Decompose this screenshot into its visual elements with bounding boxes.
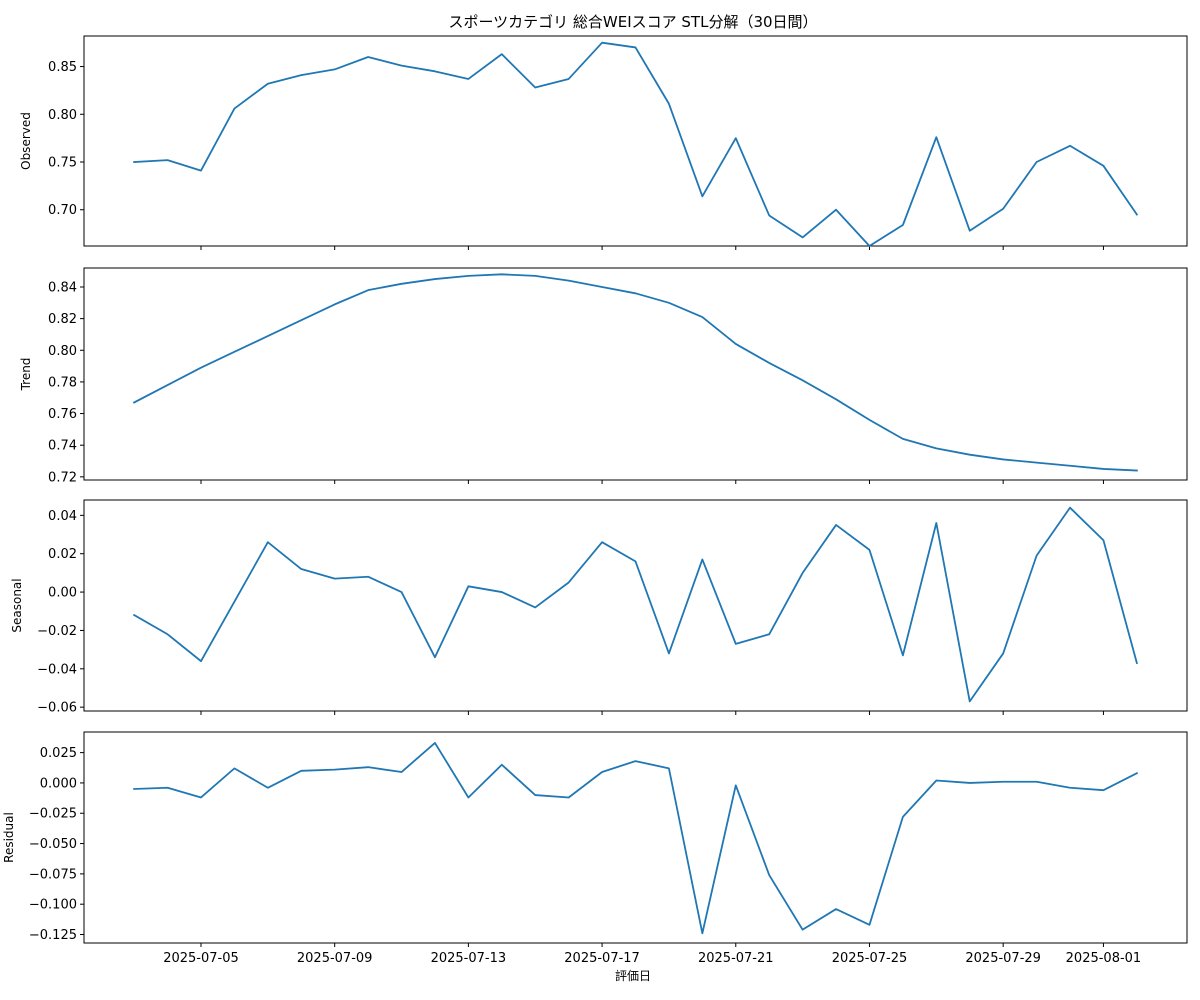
panel-residual: −0.125 −0.100 −0.075 −0.050 −0.025 0.000 0.025… [2,731,1188,966]
y-tick-label: 0.72 [48,470,77,485]
y-tick-label: −0.075 [29,867,77,882]
y-tick-label: 0.00 [48,586,77,601]
y-tick-label: 0.02 [48,547,77,562]
y-tick-label: 0.74 [48,439,77,454]
y-axis-label: Trend [19,358,33,392]
plot-frame [83,731,1188,944]
y-tick-label: 0.76 [48,407,77,422]
panel-trend: 0.72 0.74 0.76 0.78 0.80 0.82 0.84 Trend [19,267,1188,485]
y-tick-label: 0.82 [48,312,77,327]
y-tick-label: −0.050 [29,837,77,852]
y-tick-label: −0.025 [29,807,77,822]
y-tick-label: 0.04 [48,509,77,524]
x-tick-label: 2025-07-29 [965,951,1041,966]
y-tick-label: 0.025 [40,746,77,761]
panel-seasonal: −0.06 −0.04 −0.02 0.00 0.02 0.04 Seasonal [10,499,1188,716]
y-tick-label: −0.02 [37,624,77,639]
y-axis-label: Residual [2,812,16,863]
y-tick-label: 0.85 [48,60,77,75]
y-tick-label: 0.75 [48,156,77,171]
x-tick-label: 2025-08-01 [1066,951,1142,966]
y-tick-label: −0.100 [29,898,77,913]
y-tick-label: 0.80 [48,108,77,123]
y-axis-label: Observed [19,112,33,170]
y-tick-label: 0.80 [48,344,77,359]
x-tick-label: 2025-07-05 [163,951,239,966]
y-tick-label: 0.78 [48,375,77,390]
x-axis-label: 評価日 [615,968,651,983]
plot-frame [83,499,1188,712]
y-tick-label: −0.06 [37,701,77,716]
panels: 0.70 0.75 0.80 0.85 Observed 0.72 0.74 0.76 0.78… [2,35,1188,966]
y-axis-label: Seasonal [10,578,24,632]
chart-title: スポーツカテゴリ 総合WEIスコア STL分解（30日間） [448,13,817,31]
x-tick-label: 2025-07-25 [832,951,908,966]
y-tick-label: 0.000 [40,776,77,791]
plot-frame [83,267,1188,481]
panel-observed: 0.70 0.75 0.80 0.85 Observed [19,35,1188,250]
series-line-trend [132,273,1138,472]
series-line-seasonal [132,506,1138,703]
plot-frame [83,35,1188,247]
series-line-residual [133,742,1139,935]
y-tick-label: 0.70 [48,203,77,218]
x-tick-label: 2025-07-17 [564,951,640,966]
x-tick-label: 2025-07-13 [431,951,507,966]
x-tick-label: 2025-07-09 [297,951,373,966]
x-tick-label: 2025-07-21 [698,951,774,966]
y-tick-label: −0.125 [29,928,77,943]
y-tick-label: 0.84 [48,280,77,295]
series-line-observed [133,41,1139,247]
y-tick-label: −0.04 [37,662,77,677]
